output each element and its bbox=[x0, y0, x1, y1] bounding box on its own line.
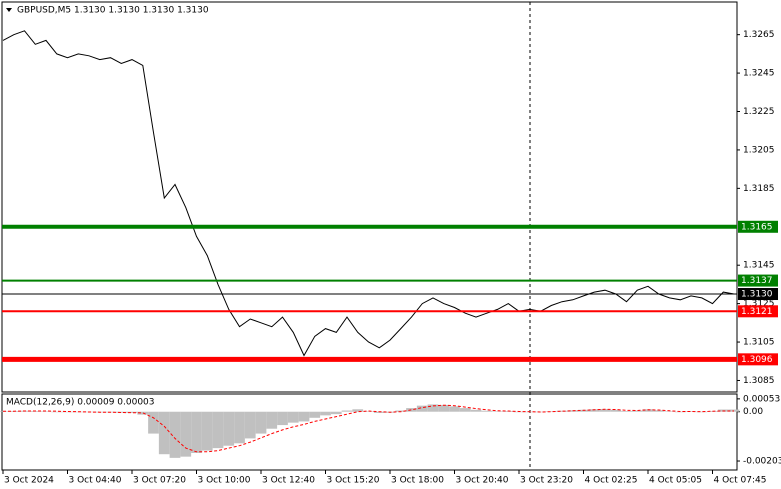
macd-bar bbox=[373, 411, 385, 413]
macd-bar bbox=[406, 408, 417, 412]
macd-bar bbox=[610, 409, 622, 412]
x-tick-label: 3 Oct 2024 bbox=[4, 476, 54, 486]
macd-bar bbox=[137, 411, 149, 415]
macd-bar bbox=[459, 408, 471, 412]
macd-bar bbox=[341, 410, 353, 412]
macd-bar bbox=[481, 410, 493, 412]
x-tick-label: 3 Oct 20:40 bbox=[456, 476, 509, 486]
y-tick-label: 1.3265 bbox=[743, 30, 775, 40]
x-tick-label: 3 Oct 15:20 bbox=[327, 476, 380, 486]
y-tick-label: 1.3105 bbox=[743, 338, 775, 348]
x-tick-label: 3 Oct 07:20 bbox=[133, 476, 186, 486]
macd-bar bbox=[51, 411, 63, 413]
y-tick-label: 1.3205 bbox=[743, 145, 775, 155]
macd-bar bbox=[330, 411, 342, 415]
macd-bar bbox=[223, 411, 235, 446]
macd-bar bbox=[621, 410, 632, 412]
macd-bar bbox=[696, 411, 708, 413]
macd-bar bbox=[255, 411, 267, 434]
macd-bar bbox=[40, 411, 52, 412]
level-label: 1.3165 bbox=[741, 222, 773, 232]
macd-bar bbox=[631, 410, 643, 412]
macd-bar bbox=[599, 409, 611, 412]
price-pane bbox=[1, 1, 738, 393]
macd-bar bbox=[588, 409, 600, 412]
level-tag bbox=[738, 353, 778, 366]
macd-bar bbox=[158, 411, 170, 455]
macd-bar bbox=[126, 411, 138, 413]
macd-bar bbox=[277, 411, 288, 426]
macd-bar bbox=[556, 410, 568, 412]
macd-bar bbox=[664, 411, 675, 412]
dropdown-icon bbox=[6, 8, 12, 12]
macd-bar bbox=[427, 404, 439, 412]
level-tag bbox=[738, 220, 778, 233]
signal-line bbox=[3, 404, 734, 453]
macd-bar bbox=[212, 411, 224, 449]
y-tick-label: 1.3185 bbox=[743, 184, 775, 194]
macd-bar bbox=[180, 411, 192, 457]
y-tick-label: 1.3225 bbox=[743, 107, 775, 117]
macd-bar bbox=[148, 411, 159, 434]
macd-bar bbox=[298, 411, 310, 422]
macd-bar bbox=[115, 411, 127, 413]
macd-bar bbox=[266, 411, 278, 429]
macd-bar bbox=[234, 411, 245, 444]
y-tick-label: 1.3145 bbox=[743, 261, 775, 271]
macd-bar bbox=[438, 404, 450, 412]
level-label: 1.3121 bbox=[741, 307, 773, 317]
level-label: 1.3137 bbox=[741, 276, 773, 286]
x-tick-label: 4 Oct 05:05 bbox=[649, 476, 702, 486]
macd-bar bbox=[470, 409, 482, 412]
y-tick-label: 0.00053 bbox=[743, 394, 780, 404]
price-line bbox=[2, 30, 735, 357]
macd-bar bbox=[320, 411, 331, 416]
level-tag bbox=[738, 274, 778, 287]
macd-bar bbox=[653, 410, 665, 412]
macd-bar bbox=[352, 409, 364, 412]
x-tick-label: 3 Oct 04:40 bbox=[69, 476, 122, 486]
macd-pane bbox=[1, 393, 738, 471]
level-label: 1.3096 bbox=[741, 355, 773, 365]
x-tick-label: 3 Oct 23:20 bbox=[520, 476, 573, 486]
y-tick-label: 1.3125 bbox=[743, 299, 775, 309]
y-tick-label: -0.00203 bbox=[743, 457, 781, 467]
macd-bar bbox=[62, 411, 73, 413]
y-tick-label: 1.3085 bbox=[743, 376, 775, 386]
level-label: 1.3130 bbox=[741, 290, 773, 300]
level-tag bbox=[738, 305, 778, 318]
level-tag bbox=[738, 288, 778, 301]
y-tick-label: 0.00 bbox=[743, 407, 763, 417]
x-tick-label: 3 Oct 12:40 bbox=[262, 476, 315, 486]
macd-bar bbox=[492, 411, 503, 412]
macd-bar bbox=[169, 411, 181, 458]
x-tick-label: 4 Oct 07:45 bbox=[714, 476, 767, 486]
x-tick-label: 3 Oct 18:00 bbox=[391, 476, 444, 486]
macd-bar bbox=[287, 411, 299, 423]
y-tick-label: 1.3245 bbox=[743, 69, 775, 79]
macd-bar bbox=[416, 405, 428, 412]
x-tick-label: 3 Oct 10:00 bbox=[198, 476, 251, 486]
macd-bar bbox=[244, 411, 256, 439]
macd-bar bbox=[545, 411, 557, 412]
macd-bar bbox=[449, 406, 460, 412]
macd-bar bbox=[685, 411, 697, 412]
chart-title: GBPUSD,M5 1.3130 1.3130 1.3130 1.3130 bbox=[17, 6, 209, 16]
macd-title: MACD(12,26,9) 0.00009 0.00003 bbox=[6, 398, 155, 408]
macd-bar bbox=[201, 411, 213, 451]
macd-bar bbox=[309, 411, 321, 418]
macd-bar bbox=[395, 410, 407, 412]
macd-bar bbox=[642, 409, 654, 412]
x-tick-label: 4 Oct 02:25 bbox=[585, 476, 638, 486]
macd-bar bbox=[191, 411, 202, 454]
